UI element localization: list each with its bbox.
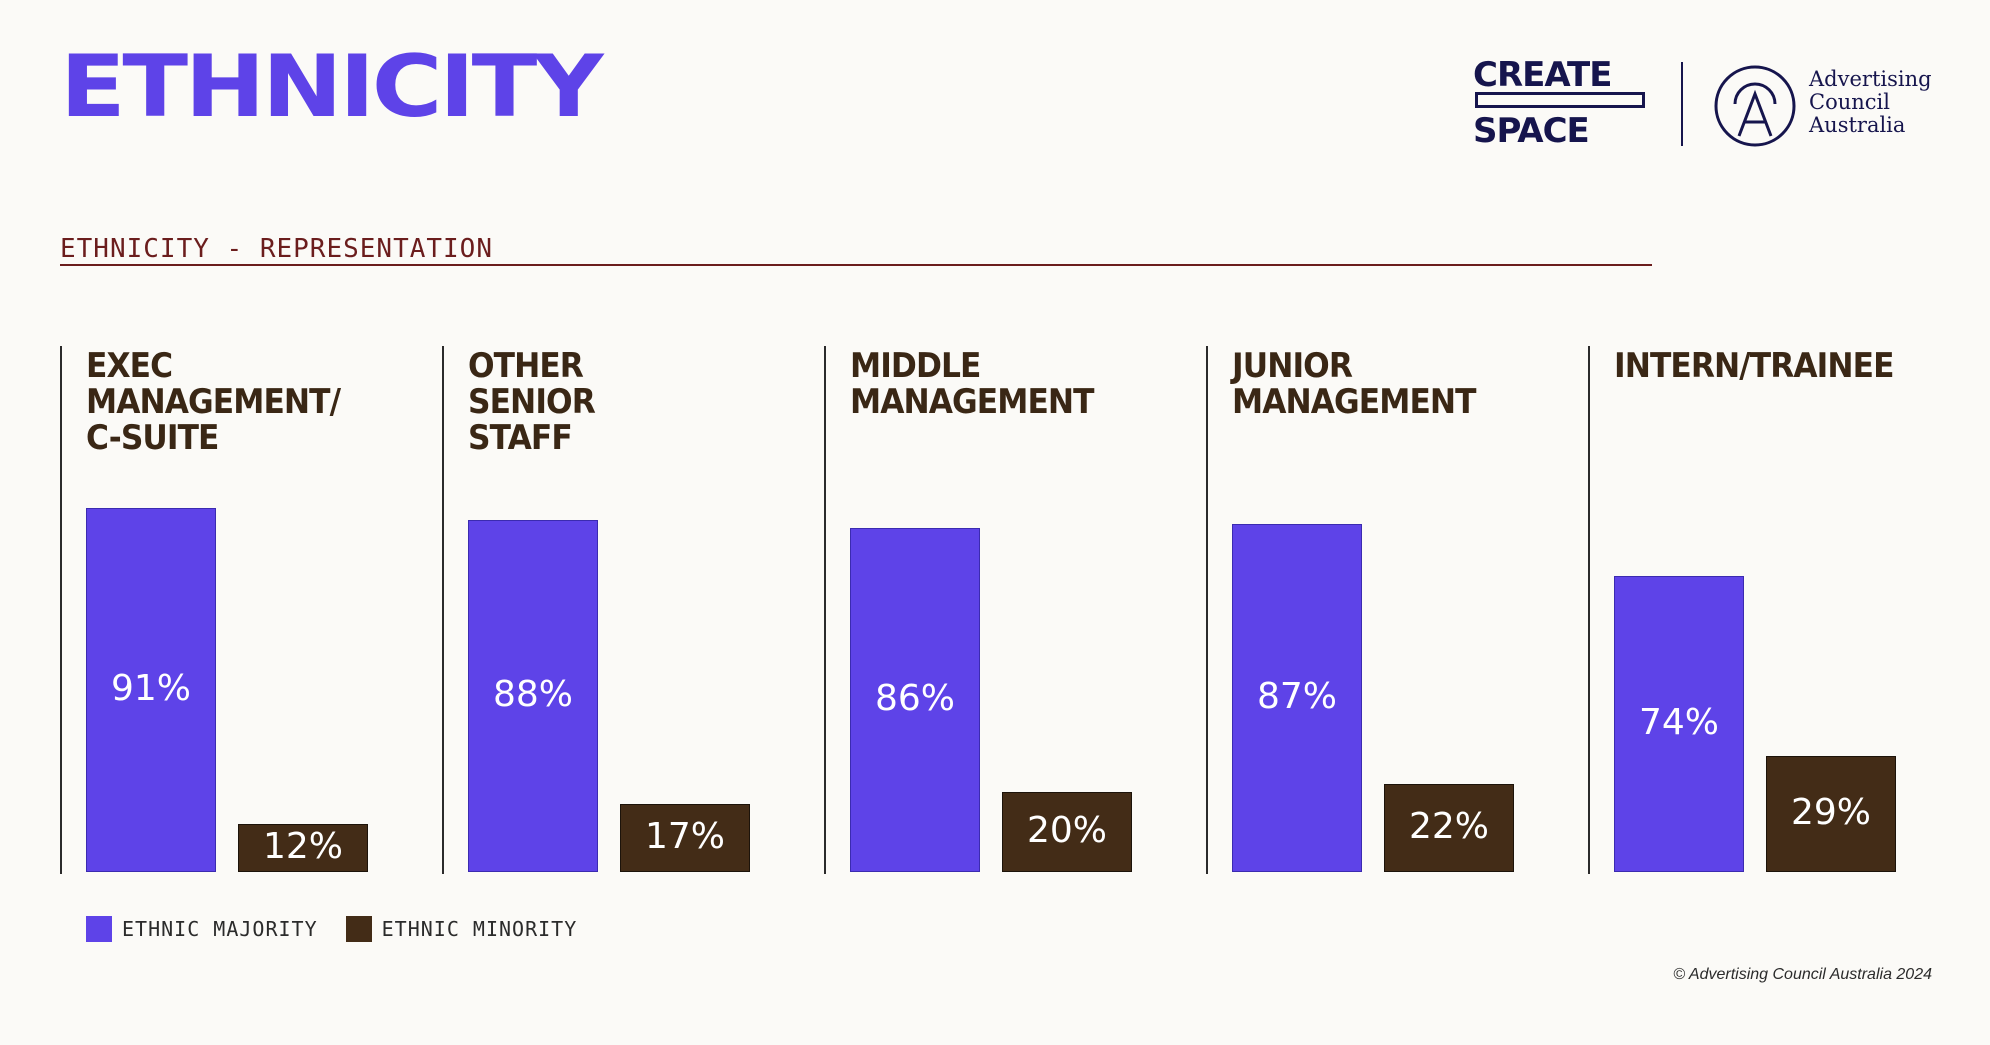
page-title: ETHNICITY [60,37,604,137]
chart-legend: ETHNIC MAJORITY ETHNIC MINORITY [86,916,605,942]
category-label-other-senior-staff: OTHER SENIOR STAFF [468,346,596,458]
data-label-ethnic-minority-exec-management-c-suite: 12% [262,826,343,867]
chart-title: ETHNICITY - REPRESENTATION [60,234,493,264]
bar-ethnic-minority-other-senior-staff [620,804,750,872]
legend-item-minority: ETHNIC MINORITY [345,916,578,942]
category-label-exec-management-c-suite: EXEC MANAGEMENT/ C-SUITE [86,346,341,458]
group-divider-middle-management [824,346,826,874]
group-divider-junior-management [1206,346,1208,874]
legend-swatch-majority [86,916,112,942]
category-label-intern-trainee: INTERN/TRAINEE [1614,346,1894,386]
group-divider-intern-trainee [1588,346,1590,874]
bar-ethnic-minority-exec-management-c-suite [238,824,368,872]
bar-ethnic-majority-intern-trainee [1614,576,1744,872]
group-divider-exec-management-c-suite [60,346,62,874]
legend-item-majority: ETHNIC MAJORITY [86,916,318,942]
advertising-council-wordmark: Advertising Council Australia [1809,68,1932,137]
data-label-ethnic-majority-junior-management: 87% [1256,676,1337,717]
council-line-2: Council [1809,90,1890,114]
category-label-middle-management: MIDDLE MANAGEMENT [850,346,1095,422]
legend-swatch-minority [345,916,372,942]
data-label-ethnic-minority-intern-trainee: 29% [1790,792,1871,833]
legend-label-majority: ETHNIC MAJORITY [122,917,318,941]
create-space-logo-bottom: SPACE [1473,111,1590,151]
bar-ethnic-majority-junior-management [1232,524,1362,872]
group-divider-other-senior-staff [442,346,444,874]
data-label-ethnic-minority-other-senior-staff: 17% [644,816,725,857]
advertising-council-logo-icon [1714,65,1796,147]
legend-label-minority: ETHNIC MINORITY [381,917,578,941]
brand-divider [1681,62,1683,146]
council-line-3: Australia [1809,113,1906,137]
bar-ethnic-minority-junior-management [1384,784,1514,872]
chart-title-rule [60,264,1652,266]
data-label-ethnic-minority-junior-management: 22% [1408,806,1489,847]
copyright-footer: © Advertising Council Australia 2024 [1673,966,1932,983]
data-label-ethnic-majority-exec-management-c-suite: 91% [110,668,191,709]
bar-ethnic-majority-other-senior-staff [468,520,598,872]
council-line-1: Advertising [1809,67,1932,91]
bar-ethnic-majority-middle-management [850,528,980,872]
category-label-junior-management: JUNIOR MANAGEMENT [1232,346,1477,422]
data-label-ethnic-minority-middle-management: 20% [1026,810,1107,851]
data-label-ethnic-majority-other-senior-staff: 88% [492,674,573,715]
bar-ethnic-minority-middle-management [1002,792,1132,872]
bar-ethnic-minority-intern-trainee [1766,756,1896,872]
data-label-ethnic-majority-middle-management: 86% [874,678,955,719]
data-label-ethnic-majority-intern-trainee: 74% [1638,702,1719,743]
create-space-logo-top: CREATE [1473,55,1612,95]
bar-ethnic-majority-exec-management-c-suite [86,508,216,872]
create-space-logo-bar [1475,92,1645,108]
